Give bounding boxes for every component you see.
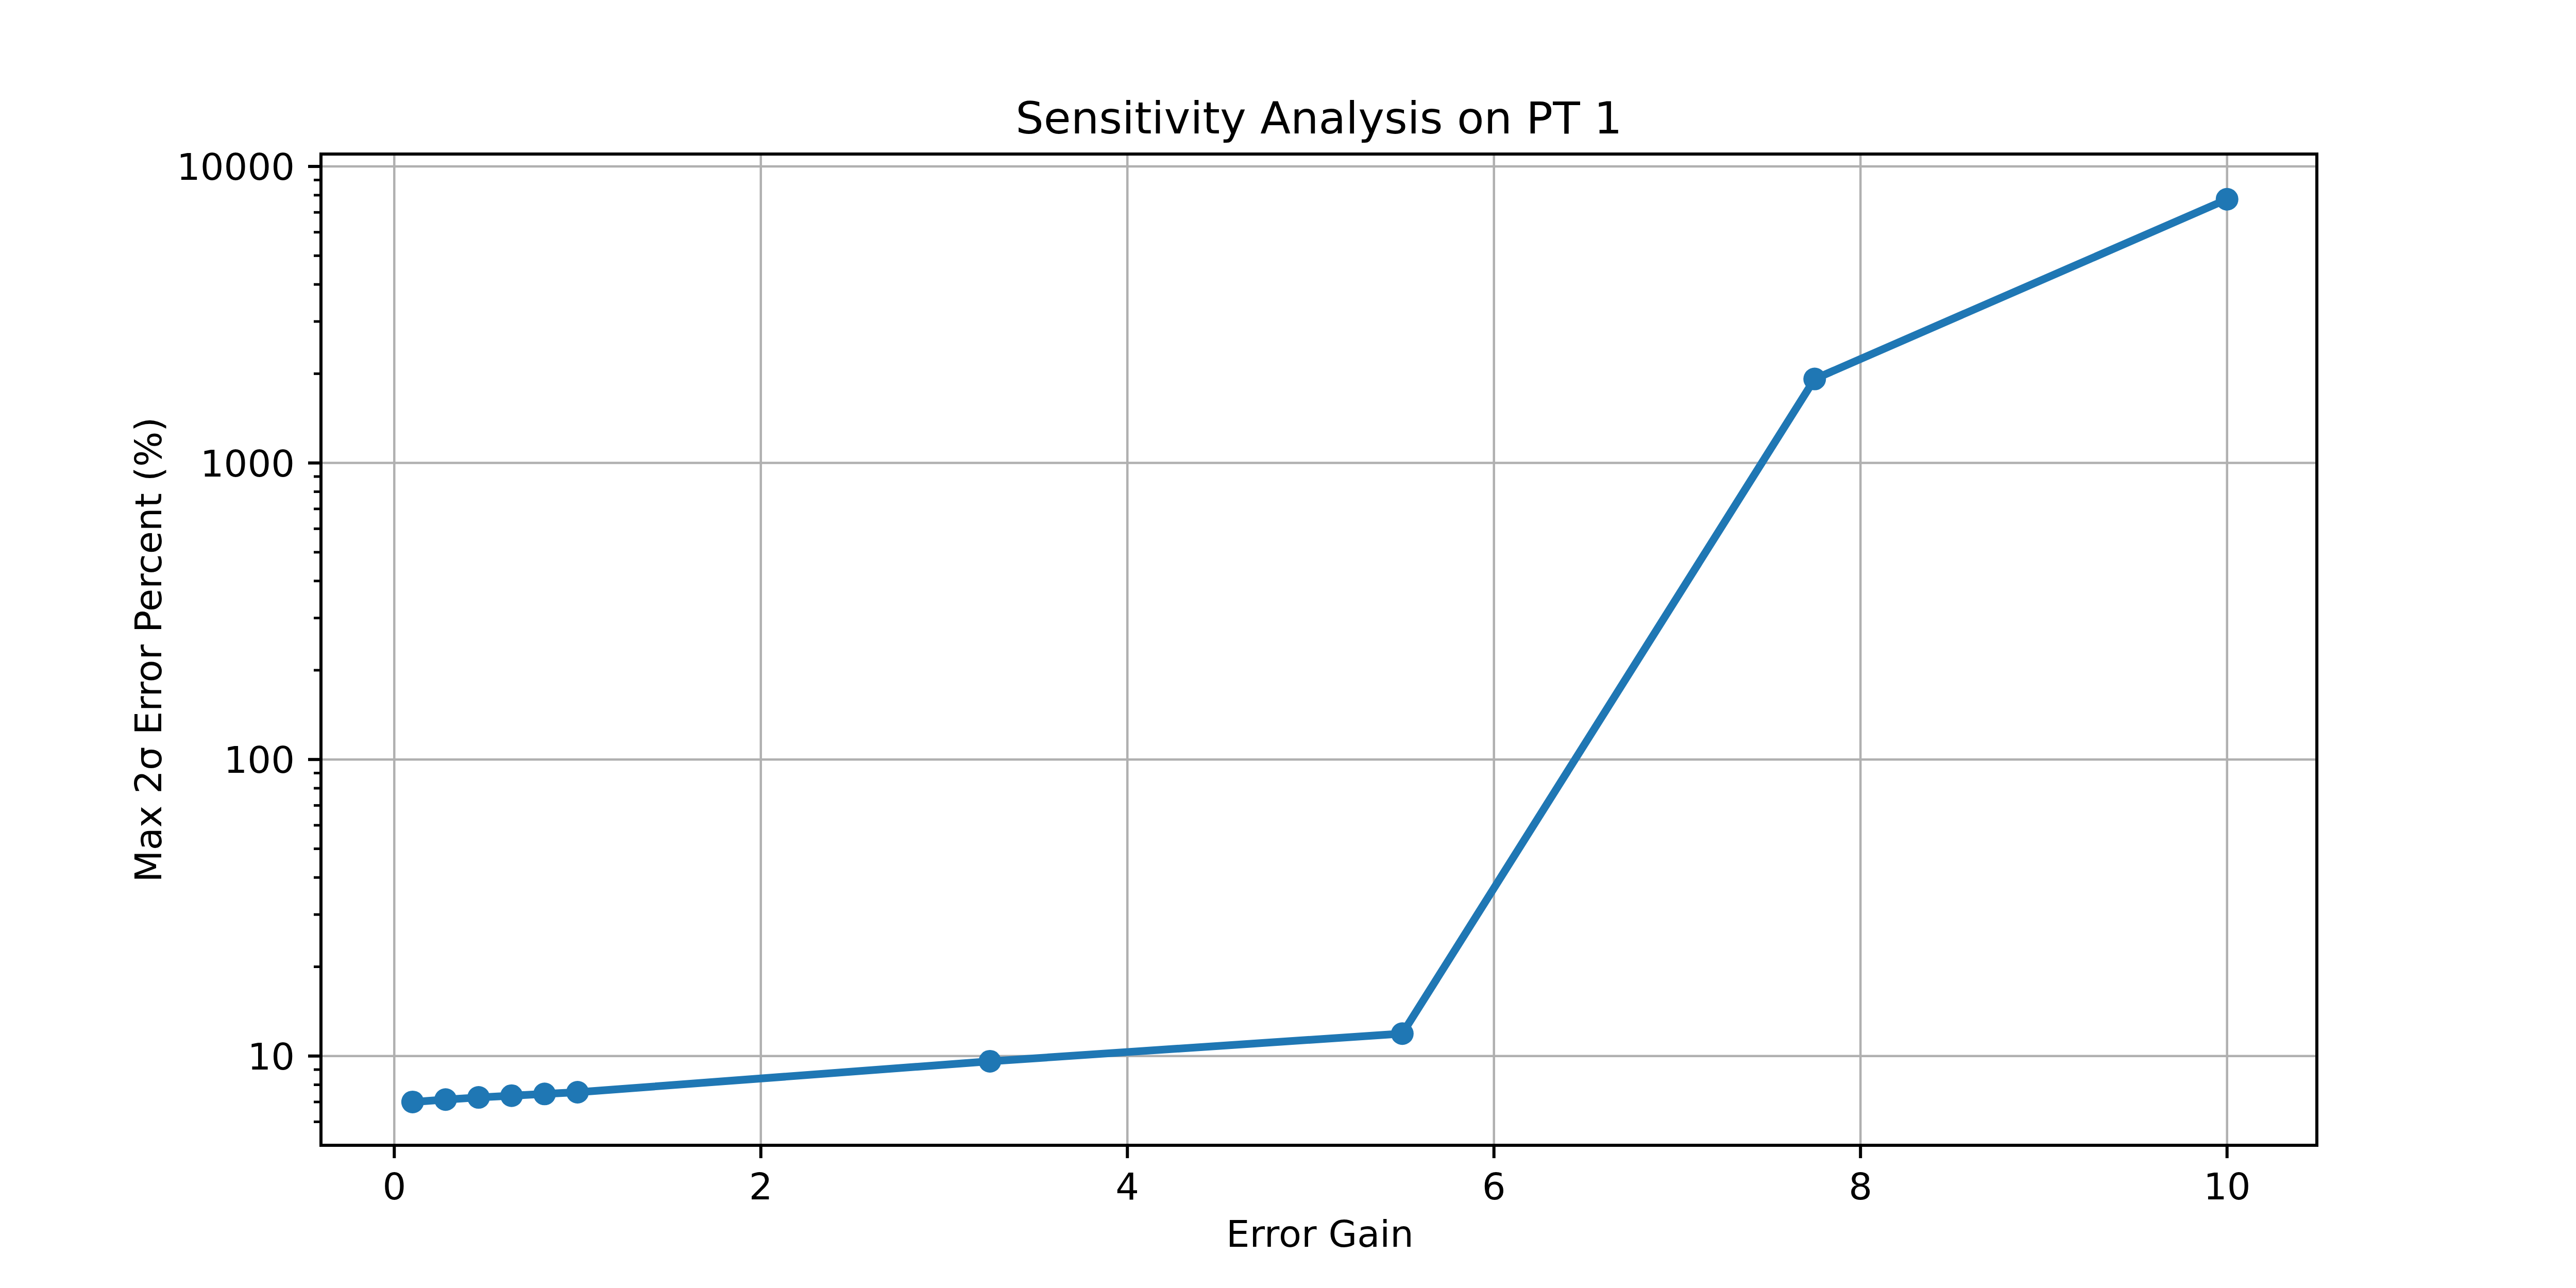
data-layer [401, 188, 2239, 1113]
data-point [566, 1081, 589, 1104]
y-axis-label: Max 2σ Error Percent (%) [127, 417, 170, 883]
chart-canvas: 0 2 4 6 8 10 10 100 1000 10000 Sensitivity Analys… [0, 0, 2576, 1288]
x-tick-label: 0 [382, 1165, 406, 1208]
data-point [978, 1050, 1001, 1073]
data-line [413, 199, 2227, 1102]
data-point [533, 1082, 556, 1105]
data-point [401, 1091, 424, 1113]
x-tick-label: 8 [1849, 1165, 1872, 1208]
x-axis-label: Error Gain [1226, 1212, 1414, 1256]
data-point [1391, 1022, 1414, 1045]
x-tick-label: 2 [749, 1165, 773, 1208]
y-tick-label: 100 [224, 738, 295, 782]
x-tick-label: 6 [1482, 1165, 1506, 1208]
y-tick-label: 1000 [200, 442, 295, 485]
x-tick-label: 10 [2204, 1165, 2251, 1208]
data-point [1803, 368, 1826, 391]
figure: 0 2 4 6 8 10 10 100 1000 10000 Sensitivity Analys… [0, 0, 2576, 1288]
x-tick-label: 4 [1115, 1165, 1139, 1208]
data-point [467, 1086, 490, 1109]
chart-title: Sensitivity Analysis on PT 1 [1015, 92, 1622, 144]
y-tick-label: 10 [247, 1035, 295, 1078]
axes-layer [308, 154, 2317, 1158]
y-tick-label: 10000 [177, 145, 295, 189]
grid-layer [321, 154, 2317, 1145]
plot-border [321, 154, 2317, 1145]
data-point [500, 1084, 523, 1107]
data-point [434, 1088, 457, 1111]
data-point [2216, 188, 2239, 211]
